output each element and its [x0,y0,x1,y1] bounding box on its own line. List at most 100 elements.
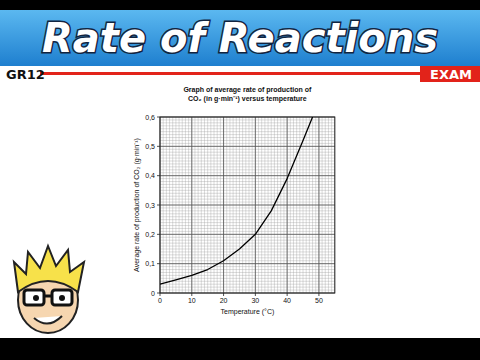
minor-grid [160,231,335,232]
minor-grid [160,228,335,229]
minor-grid [160,134,335,135]
minor-grid [160,187,335,188]
minor-grid [160,225,335,226]
x-tick-label: 30 [251,297,259,304]
minor-grid [160,272,335,273]
right-tag-box [420,66,480,82]
y-tick-label: 0,1 [145,260,155,267]
mascot-hair [14,246,84,292]
y-tick [157,175,160,176]
letterbox [0,338,480,360]
minor-grid [160,243,335,244]
title-line: CO₂ (in g·min⁻¹) versus temperature [188,95,307,103]
y-tick [157,263,160,264]
minor-grid [160,205,335,206]
right-tag: EXAM [430,67,472,82]
x-tick [255,293,256,296]
x-tick [287,293,288,296]
banner-title: Rate of Reactions [42,15,438,61]
y-grid-line [160,263,335,264]
minor-grid [160,140,335,141]
minor-grid [160,181,335,182]
minor-grid [160,166,335,167]
mascot-glasses [24,290,44,305]
x-tick [191,293,192,296]
x-tick-label: 10 [188,297,196,304]
minor-grid [160,219,335,220]
minor-grid [160,275,335,276]
minor-grid [160,251,335,252]
x-tick-label: 50 [315,297,323,304]
y-grid-line [160,146,335,147]
minor-grid [160,175,335,176]
minor-grid [160,149,335,150]
y-tick-label: 0,4 [145,172,155,179]
minor-grid [160,131,335,132]
mascot-mouth [34,316,62,324]
minor-grid [160,269,335,270]
plot-frame [160,117,335,293]
minor-grid [160,284,335,285]
minor-grid [160,178,335,179]
y-tick-label: 0,5 [145,143,155,150]
mascot-glasses-bridge [44,295,52,298]
y-axis-label: Average rate of production of CO₂ (g·min… [133,138,141,272]
x-tick-label: 40 [283,297,291,304]
mascot [14,246,84,333]
minor-grid [160,155,335,156]
minor-grid [160,213,335,214]
minor-grid [160,196,335,197]
y-tick-label: 0 [151,290,155,297]
y-tick-label: 0,3 [145,202,155,209]
minor-grid [160,240,335,241]
y-tick-label: 0,6 [145,114,155,121]
minor-grid [160,254,335,255]
y-tick [157,234,160,235]
minor-grid [160,290,335,291]
canvas [0,10,480,338]
minor-grid [160,152,335,153]
minor-grid [160,237,335,238]
x-tick [160,293,161,296]
x-tick [318,293,319,296]
minor-grid [160,260,335,261]
minor-grid [160,278,335,279]
minor-grid [160,190,335,191]
minor-grid [160,122,335,123]
minor-grid [160,119,335,120]
minor-grid [160,202,335,203]
title-line: Graph of average rate of production of [183,86,312,94]
minor-grid [160,193,335,194]
minor-grid [160,143,335,144]
left-tag: GR12 [6,67,45,82]
minor-grid [160,161,335,162]
x-tick-label: 20 [220,297,228,304]
y-tick [157,146,160,147]
x-tick-label: 0 [158,297,162,304]
minor-grid [160,172,335,173]
data-line [160,117,313,284]
minor-grid [160,216,335,217]
minor-grid [160,257,335,258]
y-grid-line [160,205,335,206]
banner [0,10,480,66]
minor-grid [160,158,335,159]
y-tick [157,117,160,118]
x-axis-label: Temperature (°C) [221,308,275,316]
minor-grid [160,266,335,267]
minor-grid [160,249,335,250]
mascot-eye [59,295,65,301]
minor-grid [160,287,335,288]
minor-grid [160,207,335,208]
chart-title: Graph of average rate of production ofCO… [183,86,312,103]
y-tick [157,205,160,206]
minor-grid [160,146,335,147]
background [0,0,480,360]
x-tick [223,293,224,296]
minor-grid [160,163,335,164]
minor-grid [160,222,335,223]
y-grid-line [160,234,335,235]
y-tick [157,293,160,294]
minor-grid [160,263,335,264]
grid [160,117,335,293]
